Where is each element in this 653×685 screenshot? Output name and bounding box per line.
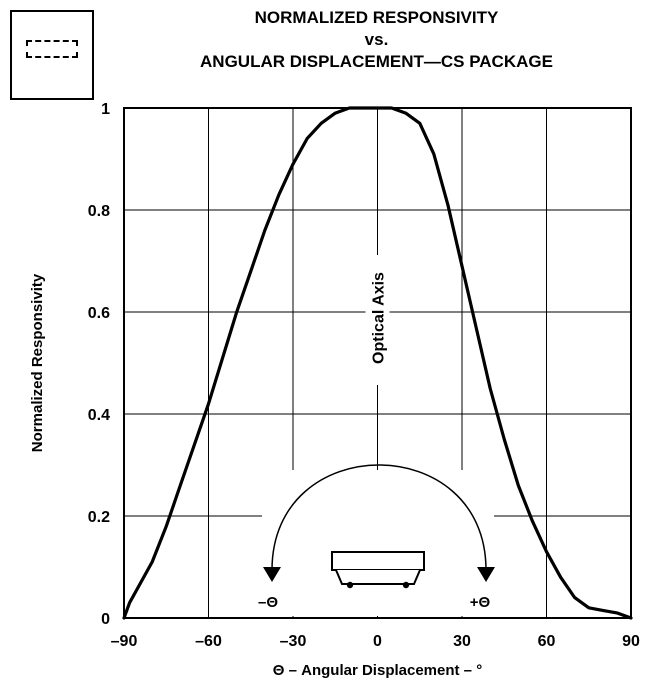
package-top-view-icon <box>10 10 94 100</box>
optical-axis-label-bg <box>365 255 390 385</box>
x-tick-label: 90 <box>622 633 640 650</box>
chart-title-line-2: vs. <box>364 30 389 49</box>
package-lead-left <box>346 581 354 589</box>
data-point <box>278 193 280 196</box>
data-point <box>249 270 252 273</box>
illustration-bg <box>262 470 494 616</box>
data-point <box>179 484 182 487</box>
y-tick-label: 0.8 <box>88 203 110 220</box>
package-lead-right <box>402 581 410 589</box>
data-point <box>151 561 153 563</box>
y-tick-label: 0 <box>101 611 110 628</box>
data-point <box>531 520 534 522</box>
chart-title-line-1: NORMALIZED RESPONSIVITY <box>254 8 499 27</box>
arrow-left-icon <box>263 567 281 582</box>
minus-theta-label: –Θ <box>258 594 278 611</box>
data-point <box>616 612 618 614</box>
arrow-right-icon <box>477 567 495 582</box>
rotation-arc <box>271 464 487 571</box>
sensor-window-outline <box>26 40 78 58</box>
x-tick-label: –90 <box>111 633 138 650</box>
data-point <box>264 229 266 232</box>
data-point <box>137 586 139 589</box>
x-tick-label: –60 <box>195 633 222 650</box>
data-point <box>447 204 449 206</box>
plus-theta-label: +Θ <box>470 594 491 611</box>
chart-title-line-3: ANGULAR DISPLACEMENT—CS PACKAGE <box>200 52 553 71</box>
x-tick-label: –30 <box>280 633 307 650</box>
y-tick-label: 0.2 <box>88 509 110 526</box>
data-point <box>193 443 196 446</box>
data-point <box>235 311 238 313</box>
data-point <box>433 153 435 155</box>
package-base <box>335 569 421 585</box>
axes: –90 –60 –30 0 30 60 90 0 0.2 0.4 0.6 0.8 1 <box>88 101 640 650</box>
data-point <box>165 525 168 527</box>
plot-frame <box>123 107 632 619</box>
x-tick-label: 30 <box>453 633 471 650</box>
data-point <box>128 601 131 604</box>
data-point <box>334 112 337 114</box>
x-tick-label: 0 <box>373 633 382 650</box>
data-point <box>207 403 210 405</box>
optical-axis-label: Optical Axis <box>371 272 388 364</box>
data-point <box>517 484 520 487</box>
data-point <box>587 607 590 609</box>
data-point <box>503 438 506 441</box>
data-point <box>306 137 308 140</box>
y-tick-label: 1 <box>101 101 110 118</box>
data-point <box>475 326 477 329</box>
rotation-illustration <box>263 464 495 589</box>
data-point <box>602 609 604 612</box>
package-body <box>331 551 425 571</box>
data-point <box>221 357 224 359</box>
x-axis-label: Θ – Angular Displacement – ° <box>273 662 482 679</box>
data-point <box>559 576 562 578</box>
data-point <box>418 122 421 125</box>
data-point <box>320 122 322 125</box>
data-point <box>292 163 294 165</box>
y-tick-label: 0.4 <box>88 407 110 424</box>
data-point <box>489 387 491 390</box>
data-point <box>461 265 463 267</box>
x-tick-label: 60 <box>538 633 556 650</box>
y-axis-label: Normalized Responsivity <box>29 273 46 452</box>
data-point <box>545 550 548 553</box>
data-point <box>404 112 407 114</box>
y-tick-label: 0.6 <box>88 305 110 322</box>
data-point <box>573 596 576 599</box>
